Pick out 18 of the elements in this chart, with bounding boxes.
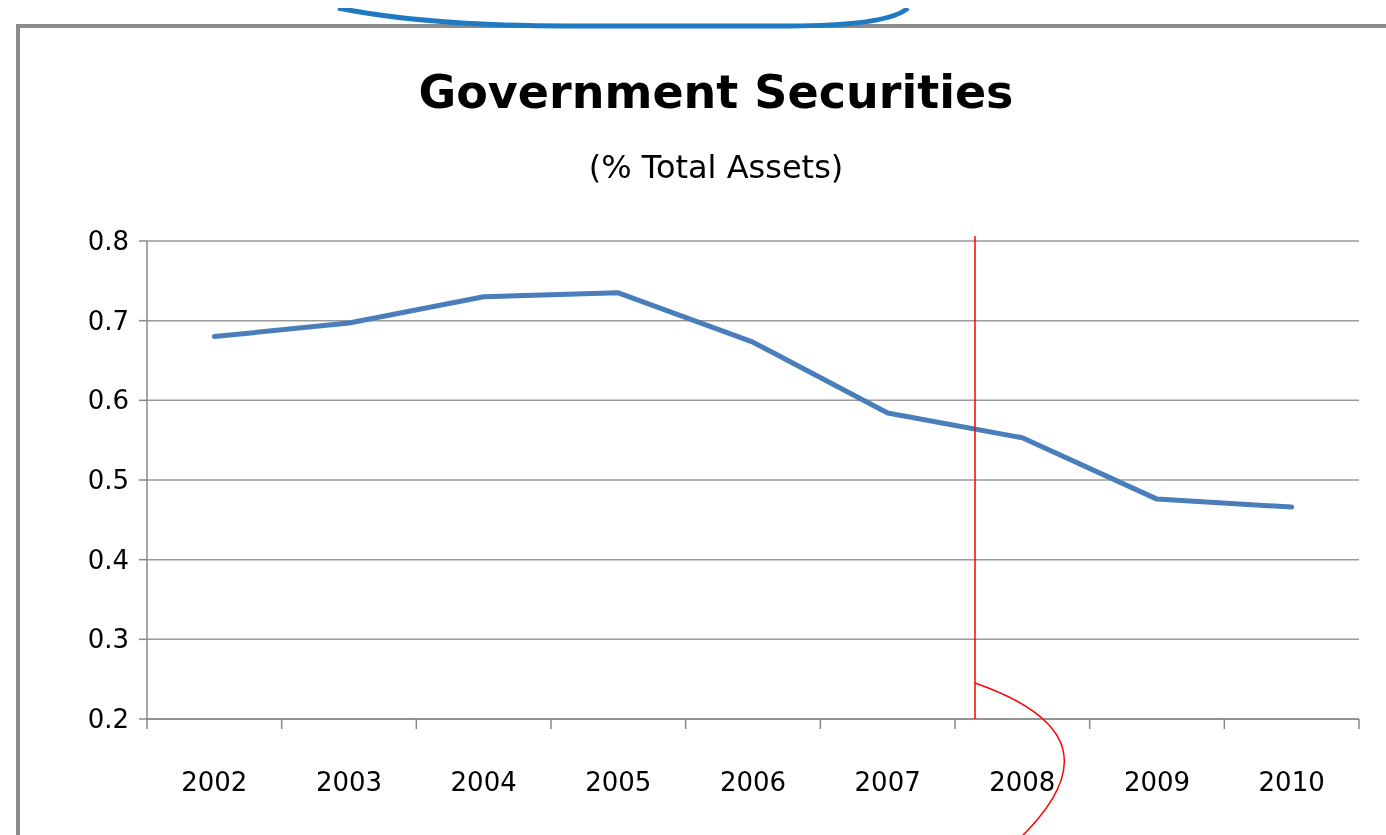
chart-title: Government Securities — [418, 65, 1014, 119]
x-tick-label: 2006 — [719, 767, 787, 797]
y-tick-label: 0.2 — [87, 704, 129, 735]
y-tick-label: 0.5 — [87, 465, 129, 496]
chart-subtitle: (% Total Assets) — [588, 148, 844, 186]
y-tick-label: 0.8 — [87, 226, 129, 257]
x-tick-label: 2005 — [585, 767, 652, 797]
y-tick-label: 0.4 — [87, 544, 129, 575]
x-tick-label: 2008 — [989, 767, 1056, 797]
x-tick-label: 2002 — [181, 767, 248, 797]
x-tick-label: 2007 — [854, 767, 921, 797]
x-tick-label: 2010 — [1258, 767, 1325, 797]
x-tick-label: 2004 — [450, 767, 517, 797]
x-tick-label: 2003 — [315, 767, 383, 797]
y-tick-label: 0.6 — [87, 385, 129, 416]
y-tick-label: 0.7 — [87, 305, 129, 336]
x-tick-label: 2009 — [1123, 767, 1191, 797]
y-tick-label: 0.3 — [87, 624, 129, 655]
